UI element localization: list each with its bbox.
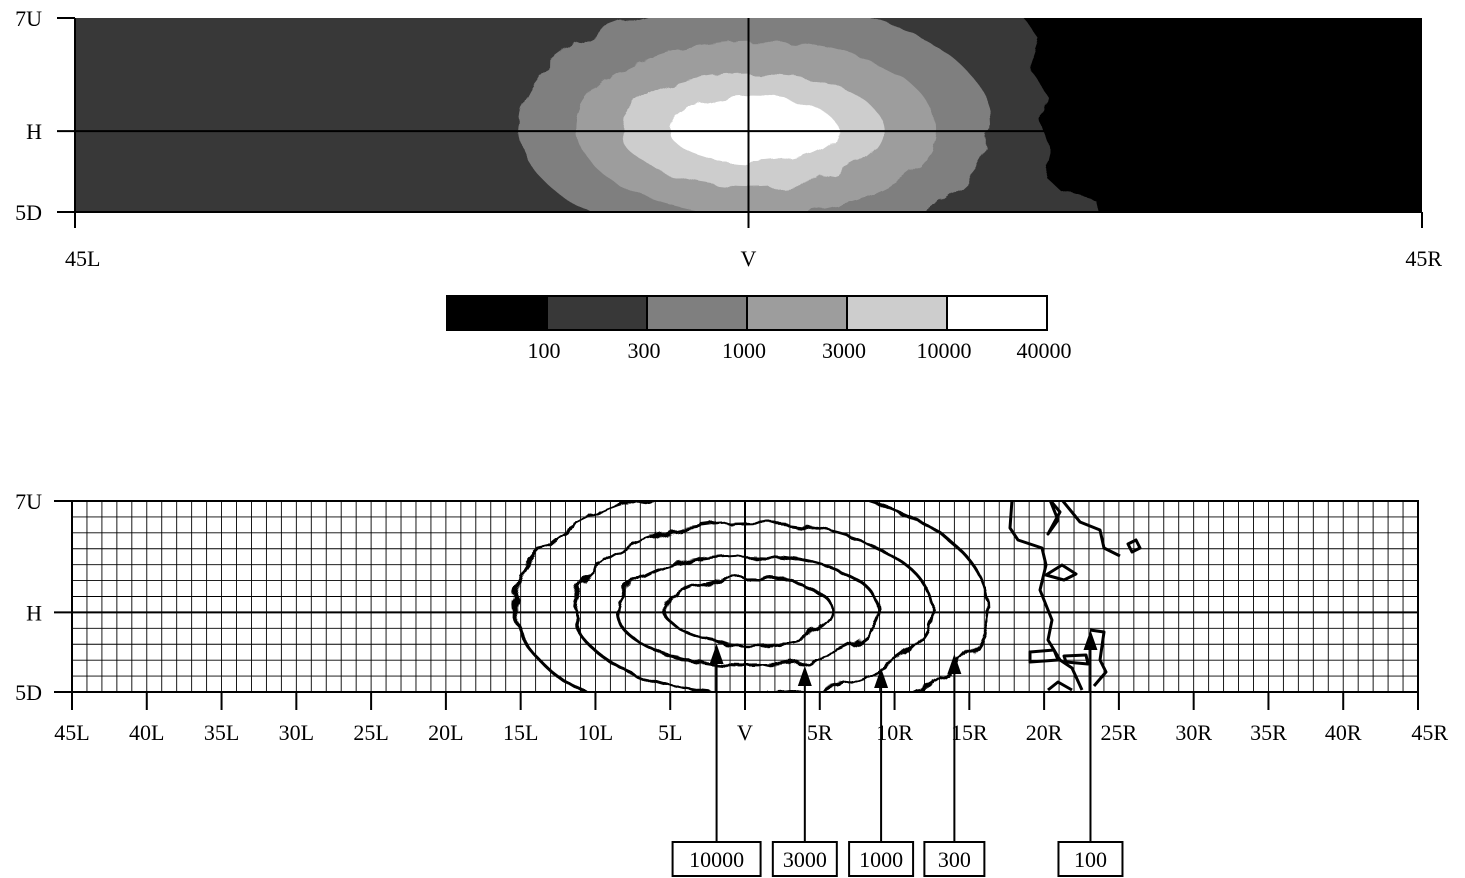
heatmap-iso-regions (518, 18, 991, 212)
callout-box (848, 841, 915, 877)
contour-line-100-fragment (1089, 628, 1108, 687)
heatmap-y-tick-label: 7U (15, 6, 42, 31)
heatmap-region-10000 (669, 95, 837, 164)
legend-label: 3000 (822, 338, 866, 363)
contour-x-tick-label: 35R (1250, 720, 1287, 745)
contour-line-100-fragment (1046, 501, 1062, 536)
contour-line-100-fragment (1044, 563, 1078, 582)
legend-swatch (846, 295, 948, 331)
contour-panel: 7U H 5D 45L 40L 35L 30L 25L 20L 15L 10L 5L V 5R 10R 15R… (15, 489, 1448, 877)
legend-swatch (646, 295, 748, 331)
callout-label: 3000 (783, 847, 827, 872)
contour-x-tick-label: V (737, 720, 753, 745)
contour-x-tick-label: 15R (951, 720, 988, 745)
heatmap-dark-right-region (1023, 18, 1422, 212)
contour-x-tick-label: 45R (1411, 720, 1448, 745)
heatmap-x-tick-label: 45R (1405, 246, 1442, 271)
contour-line-100-fragment (1062, 653, 1090, 666)
contour-line-100-fragment (1126, 538, 1142, 554)
callout-label: 100 (1074, 847, 1107, 872)
legend-label: 10000 (917, 338, 972, 363)
legend-label: 40000 (1017, 338, 1072, 363)
callout-arrowhead (797, 666, 812, 686)
contour-x-tick-label: 10L (578, 720, 613, 745)
callout-box (671, 841, 762, 877)
heatmap-region-below-100 (1023, 18, 1422, 212)
contour-x-tick-label: 20R (1026, 720, 1063, 745)
contour-x-tick-label: 40R (1325, 720, 1362, 745)
legend-label: 300 (628, 338, 661, 363)
contour-x-tick-label: 10R (876, 720, 913, 745)
contour-line-100-fragment (1047, 680, 1073, 692)
color-legend: 100 300 1000 3000 10000 40000 (446, 295, 1072, 363)
legend-label: 1000 (722, 338, 766, 363)
contour-x-tick-label: 25R (1101, 720, 1138, 745)
contour-x-tick-label: 15L (503, 720, 538, 745)
contour-x-tick-label: 40L (129, 720, 164, 745)
callout-arrowhead (947, 654, 962, 674)
heatmap-y-tick-label: 5D (15, 200, 42, 225)
contour-line-100-fragment (1060, 501, 1121, 558)
contour-y-tick-label: 7U (15, 489, 42, 514)
contour-line-100-fragment (1028, 648, 1060, 664)
contour-line-300 (513, 501, 989, 692)
contour-y-tick-label: 5D (15, 680, 42, 705)
callout-label: 10000 (689, 847, 744, 872)
legend-swatch (546, 295, 648, 331)
contour-x-tick-label: 5L (658, 720, 682, 745)
callout-box (923, 841, 986, 877)
contour-x-tick-label: 35L (204, 720, 239, 745)
contour-axes: 7U H 5D 45L 40L 35L 30L 25L 20L 15L 10L 5L V 5R 10R 15R… (15, 489, 1448, 745)
callout-label: 1000 (859, 847, 903, 872)
contour-x-tick-label: 30R (1175, 720, 1212, 745)
callout-box (771, 841, 838, 877)
contour-x-tick-label: 30L (279, 720, 314, 745)
callout-arrowhead (709, 644, 724, 664)
contour-callouts: 10000 3000 1000 300 100 (671, 630, 1124, 877)
contour-x-tick-label: 20L (428, 720, 463, 745)
callout-arrowhead (874, 668, 889, 688)
contour-x-tick-label: 5R (807, 720, 833, 745)
heatmap-x-tick-label: 45L (65, 246, 100, 271)
contour-line-3000 (614, 553, 882, 669)
heatmap-y-tick-label: H (26, 119, 42, 144)
heatmap-panel: 7U H 5D 45L V 45R (15, 6, 1442, 271)
contour-line-10000 (664, 575, 835, 646)
contour-line-100-fragment (1008, 501, 1084, 691)
contour-line-1000 (571, 521, 934, 692)
contour-lines (513, 501, 989, 692)
legend-swatch (446, 295, 548, 331)
contour-x-tick-label: 45L (54, 720, 89, 745)
contour-right-fragments (1008, 501, 1142, 692)
legend-label: 100 (528, 338, 561, 363)
contour-y-tick-label: H (26, 600, 42, 625)
legend-swatch (746, 295, 848, 331)
callout-arrowhead (1083, 630, 1098, 650)
heatmap-axes: 7U H 5D 45L V 45R (15, 6, 1442, 271)
heatmap-x-tick-label: V (741, 246, 757, 271)
callout-label: 300 (938, 847, 971, 872)
callout-box (1057, 841, 1124, 877)
legend-swatch (946, 295, 1048, 331)
contour-x-tick-label: 25L (353, 720, 388, 745)
